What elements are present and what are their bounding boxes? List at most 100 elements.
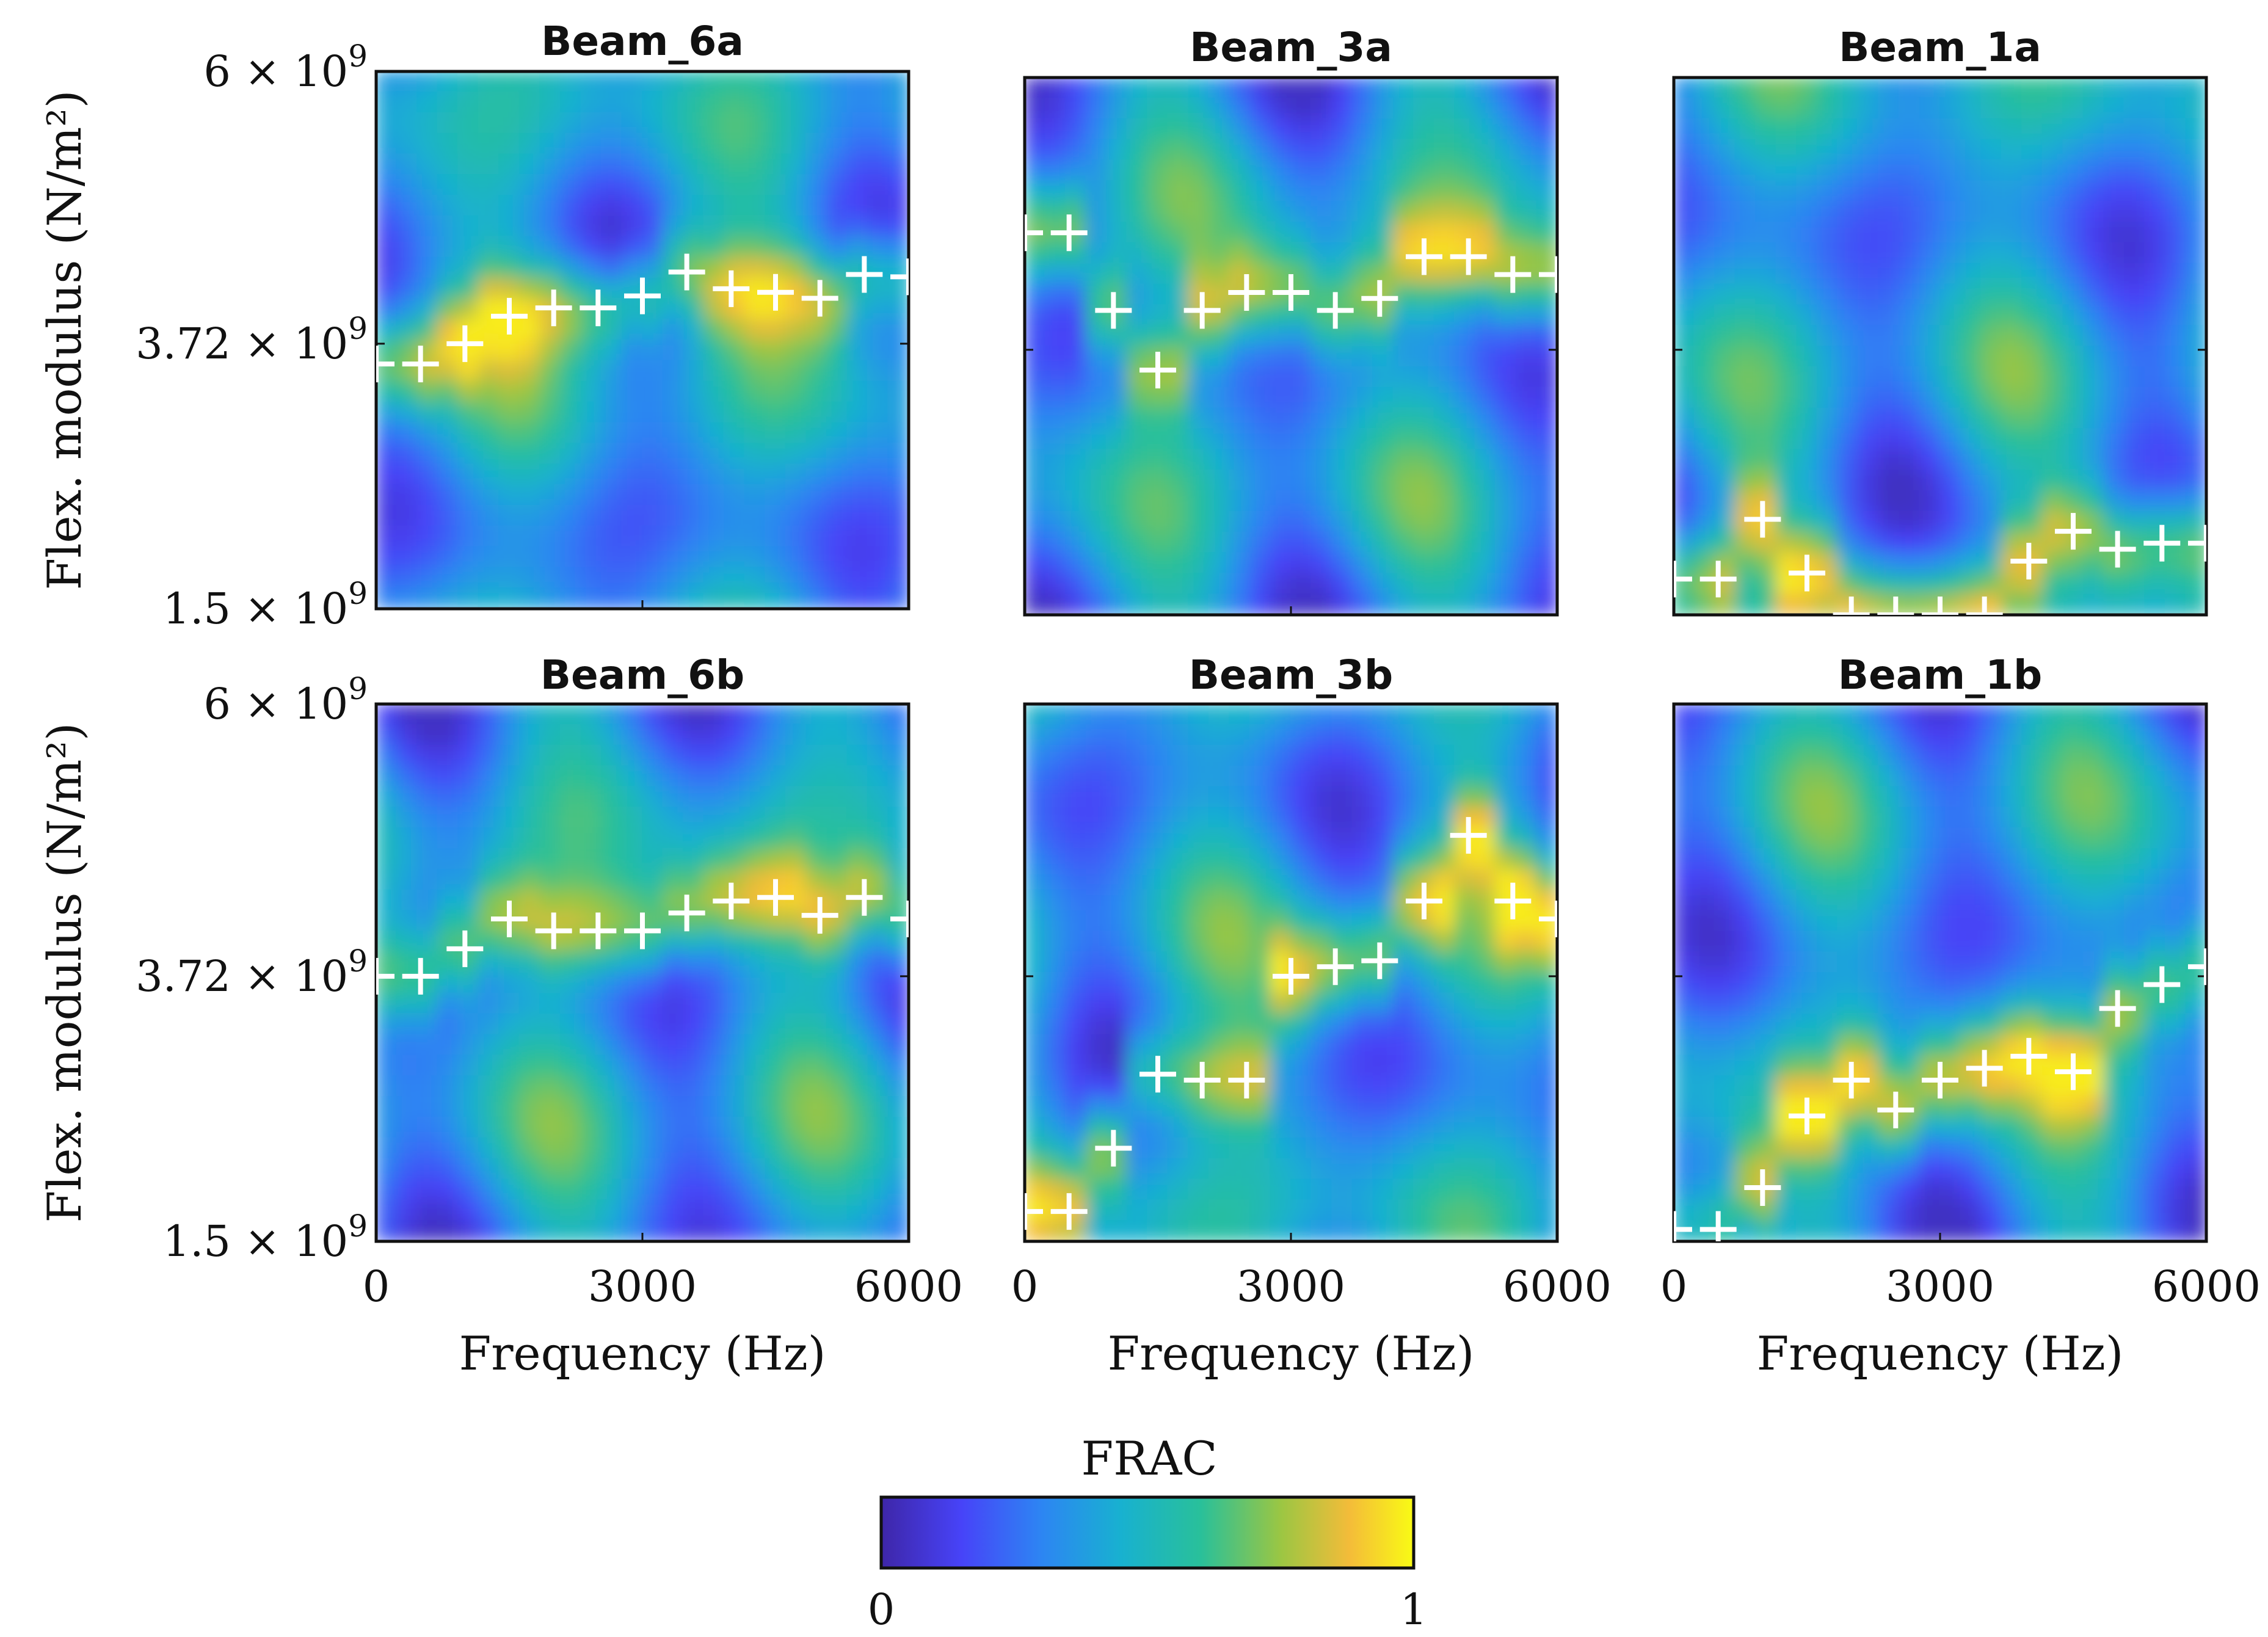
best-fit-marker	[2143, 966, 2181, 1003]
panel-beam-6a: Beam_6a 1.5 × 109 3.72 × 109 6 × 109 Flex. m…	[37, 18, 910, 634]
best-fit-marker	[1744, 501, 1781, 538]
y-tick-label: 3.72 × 109	[136, 311, 368, 369]
best-fit-marker	[1922, 597, 1958, 615]
best-fit-marker	[624, 277, 661, 314]
best-fit-marker	[757, 274, 794, 311]
best-fit-markers	[1674, 501, 2206, 615]
best-fit-markers	[1025, 817, 1557, 1230]
panel-beam-1b: Beam_1b 0 3000 6000 Frequency (Hz)	[1660, 652, 2261, 1381]
best-fit-marker	[376, 957, 394, 995]
colorbar-tick-min: 0	[868, 1584, 895, 1635]
colorbar-frame	[879, 1495, 1416, 1570]
panel-title: Beam_1b	[1838, 652, 2043, 699]
best-fit-marker	[1139, 1056, 1176, 1093]
best-fit-marker	[2010, 1037, 2048, 1075]
y-tick-label: 1.5 × 109	[163, 1208, 368, 1266]
best-fit-marker	[1361, 942, 1398, 979]
x-tick-label: 3000	[1886, 1261, 1994, 1312]
frac-heatmap	[1674, 78, 2206, 615]
best-fit-marker	[1539, 256, 1557, 293]
best-fit-marker	[1406, 882, 1442, 920]
panel-title: Beam_3a	[1190, 24, 1392, 71]
best-fit-marker	[846, 879, 883, 916]
best-fit-marker	[1025, 1193, 1043, 1230]
y-tick-label: 6 × 109	[203, 38, 368, 96]
frac-heatmap	[376, 704, 909, 1241]
best-fit-marker	[713, 882, 750, 920]
panel-beam-6b: Beam_6b 1.5 × 109 3.72 × 109 6 × 109 Flex. m…	[37, 652, 963, 1381]
best-fit-marker	[801, 897, 838, 934]
best-fit-marker	[491, 901, 528, 937]
best-fit-marker	[1139, 352, 1176, 389]
x-tick-label: 0	[1660, 1261, 1688, 1312]
best-fit-marker	[491, 297, 528, 335]
y-tick-label: 6 × 109	[203, 671, 368, 729]
x-tick-label: 0	[363, 1261, 390, 1312]
frac-heatmap	[1025, 78, 1557, 615]
x-tick-label: 3000	[588, 1261, 697, 1312]
panel-beam-1a: Beam_1a	[1672, 24, 2208, 617]
best-fit-marker	[1317, 948, 1354, 985]
panels-layer: Beam_6a 1.5 × 109 3.72 × 109 6 × 109 Flex. m…	[37, 18, 2261, 1381]
frac-heatmap	[1674, 704, 2206, 1241]
best-fit-marker	[1050, 214, 1088, 252]
best-fit-marker	[402, 346, 439, 383]
x-axis-label: Frequency (Hz)	[459, 1326, 826, 1381]
x-tick-label: 6000	[854, 1261, 963, 1312]
best-fit-marker	[1539, 901, 1557, 937]
y-axis-label: Flex. modulus (N/m²)	[37, 723, 92, 1223]
best-fit-marker	[1317, 292, 1354, 329]
best-fit-marker	[668, 253, 705, 291]
best-fit-marker	[1833, 597, 1870, 615]
best-fit-marker	[1877, 1091, 1914, 1128]
best-fit-marker	[1699, 561, 1737, 598]
panel-beam-3b: Beam_3b 0 3000 6000 Frequency (Hz)	[1011, 652, 1612, 1381]
best-fit-marker	[2099, 990, 2136, 1027]
best-fit-marker	[1095, 292, 1132, 329]
best-fit-marker	[1966, 597, 2003, 615]
best-fit-marker	[1273, 274, 1309, 311]
best-fit-marker	[713, 270, 750, 307]
x-axis-label: Frequency (Hz)	[1108, 1326, 1475, 1381]
best-fit-marker	[2010, 543, 2048, 579]
panel-title: Beam_6a	[541, 18, 744, 65]
best-fit-marker	[1406, 238, 1442, 275]
best-fit-marker	[402, 957, 439, 995]
best-fit-marker	[757, 879, 794, 916]
best-fit-marker	[580, 912, 617, 949]
best-fit-marker	[624, 912, 661, 949]
best-fit-marker	[2055, 1053, 2092, 1091]
best-fit-marker	[1050, 1193, 1088, 1230]
best-fit-marker	[1699, 1211, 1737, 1241]
best-fit-markers	[1025, 214, 1557, 389]
best-fit-marker	[1450, 817, 1487, 854]
best-fit-marker	[1361, 280, 1398, 317]
colorbar-tick-max: 1	[1400, 1584, 1428, 1635]
best-fit-marker	[1228, 1062, 1265, 1098]
best-fit-marker	[580, 289, 617, 327]
best-fit-marker	[446, 325, 484, 362]
y-tick-label: 1.5 × 109	[163, 576, 368, 634]
x-tick-label: 3000	[1237, 1261, 1345, 1312]
best-fit-marker	[1450, 238, 1487, 275]
best-fit-marker	[668, 895, 705, 932]
best-fit-marker	[2143, 524, 2181, 562]
best-fit-markers	[376, 253, 909, 383]
y-tick-label: 3.72 × 109	[136, 943, 368, 1001]
colorbar-label: FRAC	[1081, 1431, 1218, 1486]
colorbar-gradient	[881, 1497, 1414, 1568]
x-axis-label: Frequency (Hz)	[1757, 1326, 2124, 1381]
best-fit-marker	[1833, 1062, 1870, 1098]
best-fit-marker	[890, 258, 909, 296]
best-fit-marker	[1095, 1130, 1132, 1167]
x-tick-label: 0	[1011, 1261, 1039, 1312]
best-fit-marker	[1273, 957, 1309, 995]
panel-title: Beam_3b	[1189, 652, 1394, 699]
best-fit-marker	[1877, 597, 1914, 615]
best-fit-marker	[1025, 214, 1043, 252]
best-fit-marker	[1494, 882, 1532, 920]
best-fit-marker	[2188, 524, 2206, 562]
frac-heatmap	[376, 71, 909, 609]
panel-beam-3a: Beam_3a	[1023, 24, 1559, 617]
